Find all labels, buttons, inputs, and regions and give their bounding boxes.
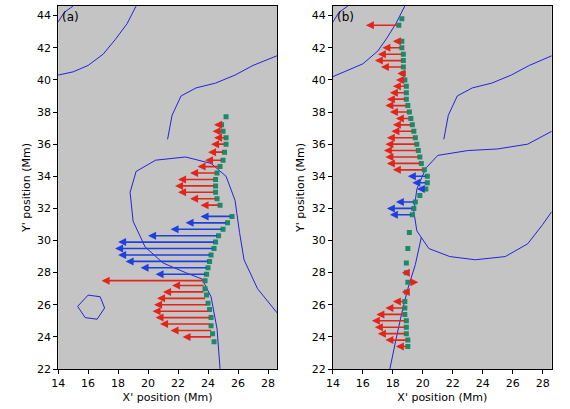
svg-text:20: 20 bbox=[141, 377, 155, 390]
svg-text:24: 24 bbox=[476, 377, 490, 390]
svg-text:28: 28 bbox=[261, 377, 275, 390]
svg-text:Y' position (Mm): Y' position (Mm) bbox=[20, 143, 33, 233]
svg-text:28: 28 bbox=[37, 266, 51, 279]
svg-text:(b): (b) bbox=[337, 10, 354, 24]
svg-text:36: 36 bbox=[312, 138, 326, 151]
svg-text:(a): (a) bbox=[62, 10, 79, 24]
svg-text:22: 22 bbox=[171, 377, 185, 390]
svg-text:22: 22 bbox=[312, 363, 326, 376]
svg-text:24: 24 bbox=[312, 331, 326, 344]
svg-text:26: 26 bbox=[37, 299, 51, 312]
svg-text:32: 32 bbox=[312, 202, 326, 215]
svg-text:34: 34 bbox=[312, 170, 326, 183]
svg-text:34: 34 bbox=[37, 170, 51, 183]
svg-text:44: 44 bbox=[312, 9, 326, 22]
svg-text:26: 26 bbox=[506, 377, 520, 390]
svg-text:14: 14 bbox=[326, 377, 340, 390]
svg-text:22: 22 bbox=[446, 377, 460, 390]
svg-text:18: 18 bbox=[111, 377, 125, 390]
svg-text:38: 38 bbox=[312, 106, 326, 119]
svg-text:26: 26 bbox=[231, 377, 245, 390]
svg-text:28: 28 bbox=[536, 377, 550, 390]
svg-text:X' position (Mm): X' position (Mm) bbox=[123, 391, 213, 404]
svg-text:28: 28 bbox=[312, 266, 326, 279]
svg-text:24: 24 bbox=[37, 331, 51, 344]
svg-text:16: 16 bbox=[81, 377, 95, 390]
svg-text:20: 20 bbox=[416, 377, 430, 390]
svg-text:14: 14 bbox=[51, 377, 65, 390]
svg-text:40: 40 bbox=[312, 74, 326, 87]
svg-text:40: 40 bbox=[37, 74, 51, 87]
svg-text:32: 32 bbox=[37, 202, 51, 215]
svg-text:44: 44 bbox=[37, 9, 51, 22]
svg-text:38: 38 bbox=[37, 106, 51, 119]
svg-text:26: 26 bbox=[312, 299, 326, 312]
svg-text:Y' position (Mm): Y' position (Mm) bbox=[294, 143, 307, 233]
svg-text:18: 18 bbox=[386, 377, 400, 390]
svg-text:16: 16 bbox=[356, 377, 370, 390]
svg-text:42: 42 bbox=[312, 42, 326, 55]
svg-text:22: 22 bbox=[37, 363, 51, 376]
svg-text:X' position (Mm): X' position (Mm) bbox=[397, 391, 487, 404]
svg-text:36: 36 bbox=[37, 138, 51, 151]
svg-text:24: 24 bbox=[201, 377, 215, 390]
svg-text:42: 42 bbox=[37, 42, 51, 55]
svg-text:30: 30 bbox=[37, 234, 51, 247]
svg-text:30: 30 bbox=[312, 234, 326, 247]
